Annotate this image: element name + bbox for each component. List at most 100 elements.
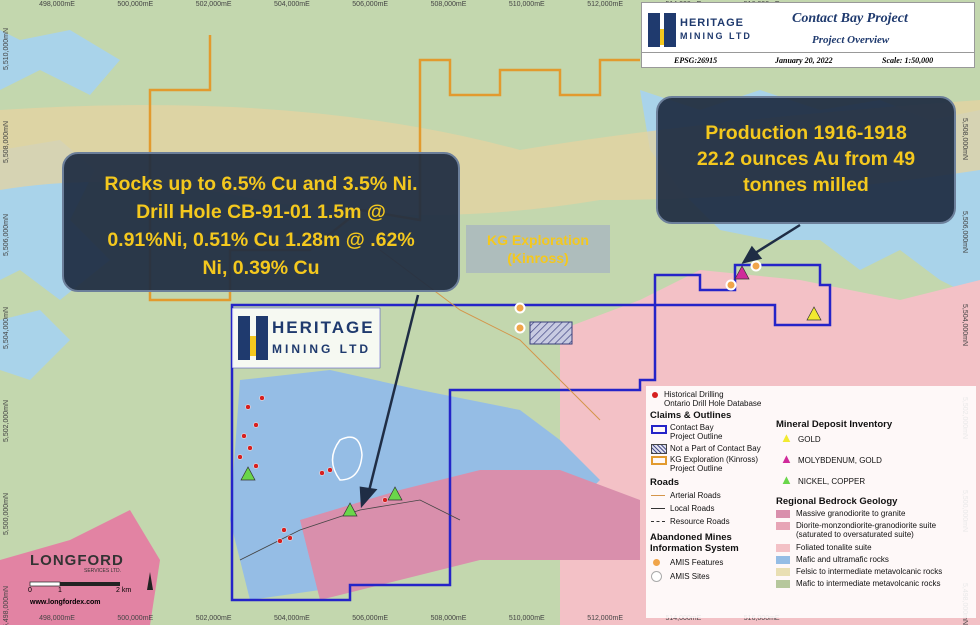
legend-label: Arterial Roads — [670, 491, 721, 500]
callout-line: tonnes milled — [743, 174, 869, 196]
epsg: EPSG:26915 — [674, 56, 718, 65]
easting-label: 498,000mE — [39, 615, 75, 622]
easting-label: 504,000mE — [273, 615, 310, 622]
easting-label: 506,000mE — [352, 1, 389, 8]
amis — [514, 260, 762, 334]
callout-line: Production 1916-1918 — [705, 122, 907, 144]
easting-label: 502,000mE — [195, 615, 232, 622]
easting-label: 506,000mE — [352, 615, 389, 622]
easting-label: 500,000mE — [117, 615, 154, 622]
northing-label: 5,504,000mN — [3, 306, 10, 349]
legend-label: Local Roads — [670, 504, 715, 513]
scale: Scale: 1:50,000 — [882, 56, 934, 65]
easting-label: 510,000mE — [508, 615, 545, 622]
legend-label: Massive granodiorite to granite — [796, 509, 906, 518]
deposits — [240, 265, 822, 517]
logo-mark — [250, 336, 256, 356]
legend-label: KG Exploration (Kinross) — [670, 455, 759, 464]
easting-label: 512,000mE — [587, 1, 623, 8]
easting-label: 512,000mE — [587, 615, 623, 622]
kg-label-line: KG Exploration — [487, 232, 589, 248]
kg-label: KG Exploration (Kinross) — [466, 225, 610, 273]
easting-label: 516,000mE — [743, 615, 780, 622]
project-title: Contact Bay Project — [792, 11, 908, 26]
callout: Production 1916-1918 22.2 ounces Au from… — [656, 96, 956, 224]
northing-label: 5,498,000mN — [3, 585, 10, 625]
legend-heading: Regional Bedrock Geology — [776, 496, 898, 507]
geology-area — [0, 510, 160, 625]
scale-label: 1 — [58, 587, 62, 594]
callout-line: 22.2 ounces Au from 49 — [696, 148, 916, 170]
legend-label: Project Outline — [670, 432, 723, 441]
legend-label: AMIS Sites — [670, 572, 710, 581]
legend-label: Resource Roads — [670, 517, 730, 526]
northing-label: 5,500,000mN — [3, 492, 10, 535]
legend-label: Contact Bay — [670, 423, 714, 432]
logo-text: HERITAGE — [680, 17, 745, 29]
legend-label: Foliated tonalite suite — [796, 543, 872, 552]
logo-mark — [256, 316, 268, 360]
outline-feature — [331, 436, 363, 481]
website: www.longfordex.com — [30, 599, 101, 606]
easting-label: 498,000mE — [39, 1, 75, 8]
legend-label: Mafic and ultramafic rocks — [796, 555, 889, 564]
easting-label: 504,000mE — [273, 1, 310, 8]
kg-outline — [148, 35, 640, 302]
easting-label: 508,000mE — [430, 615, 467, 622]
legend: Historical Drilling Ontario Drill Hole D… — [646, 386, 976, 618]
lake — [0, 30, 120, 95]
callout-line: Drill Hole CB-91-01 1.5m @ — [136, 201, 386, 223]
north-arrow — [147, 572, 153, 590]
claim-outline — [230, 263, 832, 602]
drill-holes — [237, 395, 396, 544]
callout-line: 0.91%Ni, 0.51% Cu 1.28m @ .62% — [107, 229, 415, 251]
northing-label: 5,508,000mN — [961, 118, 968, 161]
logo-text: MINING LTD — [680, 31, 752, 41]
date: January 20, 2022 — [775, 56, 833, 65]
callout-line: Rocks up to 6.5% Cu and 3.5% Ni. — [104, 173, 418, 195]
arrows — [359, 223, 801, 509]
legend-label: AMIS Features — [670, 558, 724, 567]
callout-line: Ni, 0.39% Cu — [202, 257, 320, 279]
longford-sub: SERVICES LTD. — [84, 568, 122, 574]
easting-label: 502,000mE — [195, 1, 232, 8]
legend-label: Felsic to intermediate metavolcanic rock… — [796, 567, 943, 576]
title-block: HERITAGE MINING LTD Contact Bay Project … — [641, 2, 975, 68]
scale-bar — [29, 581, 61, 587]
not-part-area — [529, 321, 573, 345]
northing-label: 5,506,000mN — [3, 213, 10, 256]
logo-mark — [238, 316, 250, 360]
legend-label: GOLD — [798, 435, 821, 444]
northing-label: 5,504,000mN — [961, 304, 968, 347]
legend-heading: Claims & Outlines — [650, 410, 732, 421]
legend-heading: Information System — [650, 543, 739, 554]
legend-heading: Abandoned Mines — [650, 532, 732, 543]
easting-label: 508,000mE — [430, 1, 467, 8]
northing-label: 5,502,000mN — [3, 399, 10, 442]
northing-label: 5,506,000mN — [961, 211, 968, 254]
easting-label: 510,000mE — [508, 1, 545, 8]
northing-label: 5,508,000mN — [3, 120, 10, 163]
legend-label: NICKEL, COPPER — [798, 477, 866, 486]
callout: Rocks up to 6.5% Cu and 3.5% Ni. Drill H… — [62, 152, 460, 292]
easting-label: 500,000mE — [117, 1, 154, 8]
scale-bar — [60, 582, 120, 586]
legend-label: Project Outline — [670, 464, 723, 473]
legend-label: MOLYBDENUM, GOLD — [798, 456, 882, 465]
longford-logo: LONGFORD — [30, 552, 124, 569]
scale-label: 0 — [28, 587, 32, 594]
logo-text: MINING LTD — [272, 342, 372, 356]
legend-label: Diorite-monzondiorite-granodiorite suite — [796, 521, 937, 530]
logo-text: HERITAGE — [272, 318, 375, 337]
easting-label: 514,000mE — [665, 615, 702, 622]
scale-label: 2 km — [116, 587, 132, 594]
project-subtitle: Project Overview — [812, 34, 890, 46]
legend-label: (saturated to oversaturated suite) — [796, 530, 914, 539]
kg-label-line: (Kinross) — [507, 250, 569, 266]
legend-heading: Roads — [650, 477, 680, 488]
legend-label: Historical Drilling — [664, 390, 724, 399]
legend-label: Not a Part of Contact Bay — [670, 444, 761, 453]
northing-label: 5,510,000mN — [3, 27, 10, 70]
legend-heading: Mineral Deposit Inventory — [776, 419, 893, 430]
